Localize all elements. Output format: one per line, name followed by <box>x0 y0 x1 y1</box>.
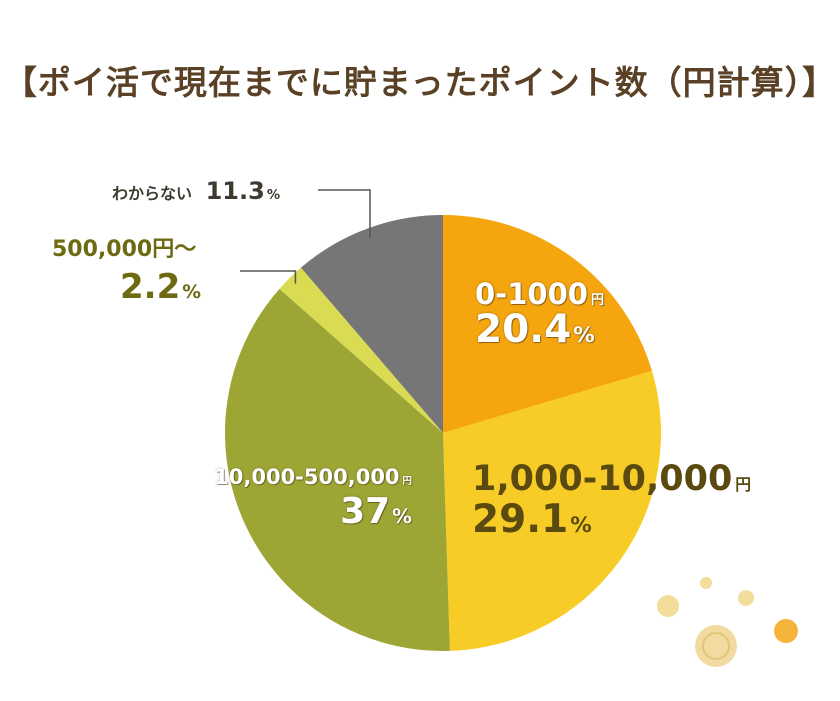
slice-2-unit: 円 <box>402 476 412 487</box>
slice-4-value: 11.3 <box>205 177 265 205</box>
slice-1-label: 1,000-10,000 <box>472 459 733 499</box>
pie-slice-3 <box>279 267 443 433</box>
slice-1-unit: 円 <box>735 475 752 494</box>
leader-line-4 <box>318 189 371 238</box>
slice-0-value: 20.4 <box>475 307 572 352</box>
pie-slice-2 <box>224 288 450 652</box>
slice-2-label: 10,000-500,000 <box>214 465 400 489</box>
slice-3-label: 500,000円～ <box>52 237 197 262</box>
slice-0-label: 0-1000 <box>475 277 588 311</box>
pie-slice-4 <box>300 215 443 433</box>
slice-1-value: 29.1 <box>472 497 569 542</box>
slice-3-value: 2.2 <box>120 267 181 307</box>
chart-title: 【ポイ活で現在までに貯まったポイント数（円計算）】 <box>3 63 837 102</box>
label-slice-3: 500,000円～ 2.2% <box>52 231 201 307</box>
pie-slice-1 <box>443 370 662 651</box>
slice-2-value: 37 <box>340 491 391 532</box>
slice-4-label: わからない <box>112 184 193 203</box>
label-slice-2: 10,000-500,000 円 37% <box>214 465 412 532</box>
label-slice-1: 1,000-10,000 円 29.1% <box>472 459 752 542</box>
leader-line-3 <box>240 270 297 284</box>
label-slice-4: わからない 11.3% <box>112 177 281 205</box>
label-slice-0: 0-1000 円 20.4% <box>475 277 604 352</box>
slice-0-unit: 円 <box>590 293 604 308</box>
pie-slice-0 <box>443 215 652 433</box>
coins-decoration <box>657 577 798 667</box>
